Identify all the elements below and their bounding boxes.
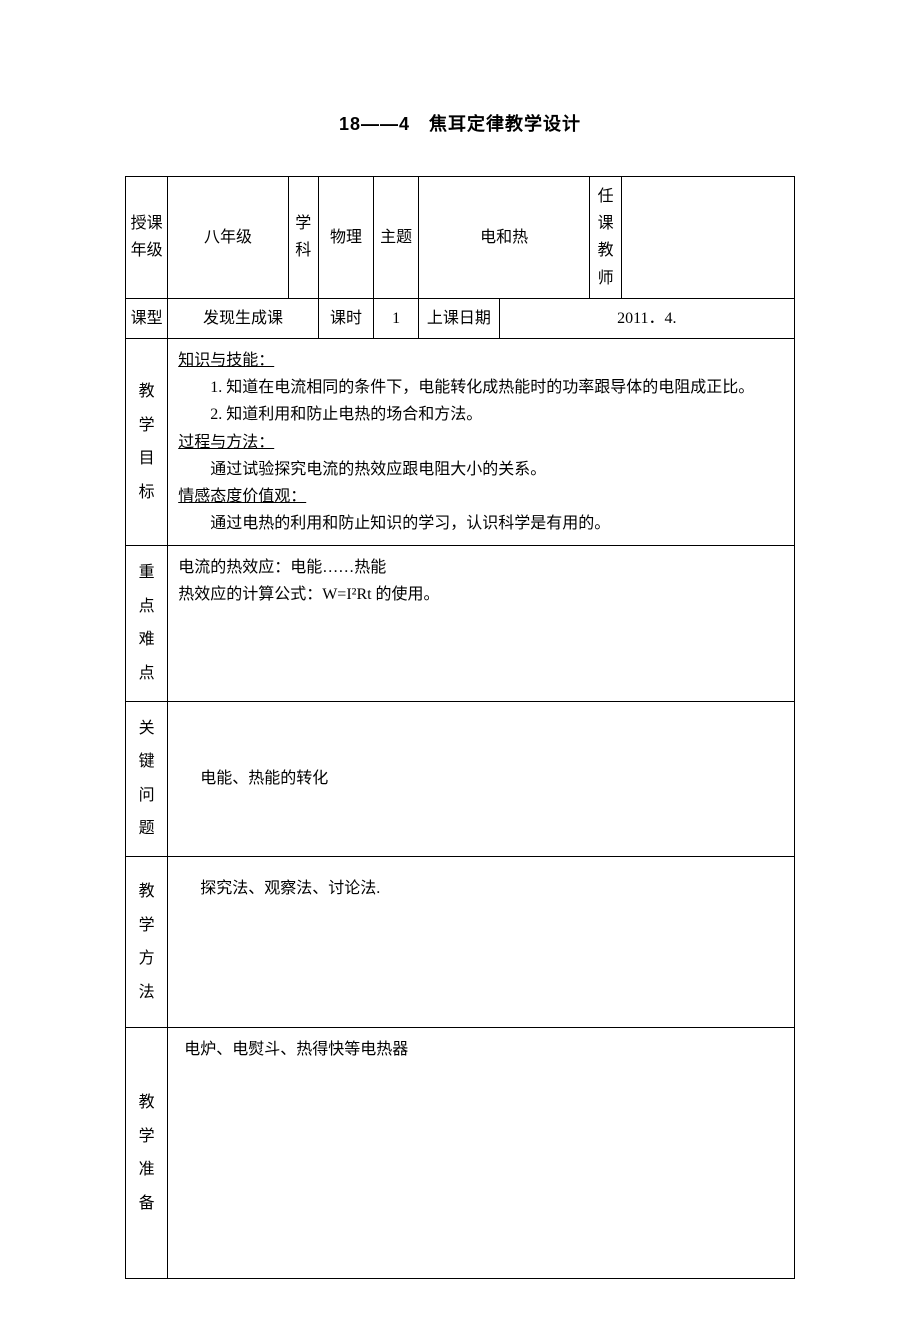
- vchar: 点: [126, 590, 167, 624]
- vchar: 目: [136, 442, 157, 476]
- keypoints-content: 电流的热效应：电能……热能 热效应的计算公式：W=I²Rt 的使用。: [168, 546, 795, 701]
- process-item-1: 通过试验探究电流的热效应跟电阻大小的关系。: [178, 456, 784, 483]
- vchar: 题: [126, 812, 167, 846]
- vchar: 学: [126, 1120, 167, 1154]
- keypoints-line-2: 热效应的计算公式：W=I²Rt 的使用。: [178, 586, 439, 603]
- vchar: 备: [126, 1187, 167, 1221]
- vchar: 重: [126, 556, 167, 590]
- vchar: 难: [126, 623, 167, 657]
- objectives-row: 教 学 目 标 知识与技能： 1. 知道在电流相同的条件下，电能转化成热能时的功…: [126, 338, 795, 545]
- vchar: 学: [136, 409, 157, 443]
- period-value: 1: [374, 298, 419, 338]
- objectives-content: 知识与技能： 1. 知道在电流相同的条件下，电能转化成热能时的功率跟导体的电阻成…: [168, 338, 795, 545]
- date-value: 2011．4.: [499, 298, 794, 338]
- page-title: 18——4 焦耳定律教学设计: [125, 110, 795, 136]
- subject-label: 学科: [288, 177, 318, 299]
- vchar: 教: [136, 375, 157, 409]
- objectives-label: 教 学 目 标: [126, 338, 168, 545]
- knowledge-heading: 知识与技能：: [178, 352, 274, 369]
- teacher-label: 任课教师: [590, 177, 622, 299]
- attitude-heading: 情感态度价值观：: [178, 488, 306, 505]
- grade-label: 授课年级: [126, 177, 168, 299]
- knowledge-item-2: 2. 知道利用和防止电热的场合和方法。: [178, 401, 784, 428]
- teacher-value: [622, 177, 795, 299]
- vchar: 学: [136, 909, 157, 943]
- keyquestion-row: 关 键 问 题 电能、热能的转化: [126, 701, 795, 856]
- header-row-2: 课型 发现生成课 课时 1 上课日期 2011．4.: [126, 298, 795, 338]
- keyquestion-label: 关 键 问 题: [126, 701, 168, 856]
- topic-label: 主题: [374, 177, 419, 299]
- lesson-plan-table: 授课年级 八年级 学科 物理 主题 电和热 任课教师 课型 发现生成课 课时 1…: [125, 176, 795, 1279]
- grade-value: 八年级: [168, 177, 289, 299]
- vchar: 教: [126, 1086, 167, 1120]
- vchar: 点: [126, 657, 167, 691]
- knowledge-item-1: 1. 知道在电流相同的条件下，电能转化成热能时的功率跟导体的电阻成正比。: [178, 374, 784, 401]
- keyquestion-content: 电能、热能的转化: [168, 701, 795, 856]
- vchar: 键: [126, 745, 167, 779]
- vchar: 标: [136, 476, 157, 510]
- period-label: 课时: [318, 298, 373, 338]
- vchar: 问: [126, 779, 167, 813]
- subject-value: 物理: [318, 177, 373, 299]
- prep-row: 教 学 准 备 电炉、电熨斗、热得快等电热器: [126, 1028, 795, 1279]
- type-label: 课型: [126, 298, 168, 338]
- vchar: 方: [136, 942, 157, 976]
- vchar: 教: [136, 875, 157, 909]
- prep-label: 教 学 准 备: [126, 1028, 168, 1279]
- keypoints-label: 重 点 难 点: [126, 546, 168, 701]
- vchar: 准: [126, 1153, 167, 1187]
- process-heading: 过程与方法：: [178, 434, 274, 451]
- keypoints-row: 重 点 难 点 电流的热效应：电能……热能 热效应的计算公式：W=I²Rt 的使…: [126, 546, 795, 701]
- topic-value: 电和热: [419, 177, 590, 299]
- date-label: 上课日期: [419, 298, 499, 338]
- methods-row: 教 学 方 法 探究法、观察法、讨论法.: [126, 857, 795, 1028]
- attitude-item-1: 通过电热的利用和防止知识的学习，认识科学是有用的。: [178, 510, 784, 537]
- vchar: 法: [136, 976, 157, 1010]
- header-row-1: 授课年级 八年级 学科 物理 主题 电和热 任课教师: [126, 177, 795, 299]
- vchar: 关: [126, 712, 167, 746]
- type-value: 发现生成课: [168, 298, 319, 338]
- prep-content: 电炉、电熨斗、热得快等电热器: [168, 1028, 795, 1279]
- methods-label: 教 学 方 法: [126, 857, 168, 1028]
- keypoints-line-1: 电流的热效应：电能……热能: [178, 559, 386, 576]
- methods-content: 探究法、观察法、讨论法.: [168, 857, 795, 1028]
